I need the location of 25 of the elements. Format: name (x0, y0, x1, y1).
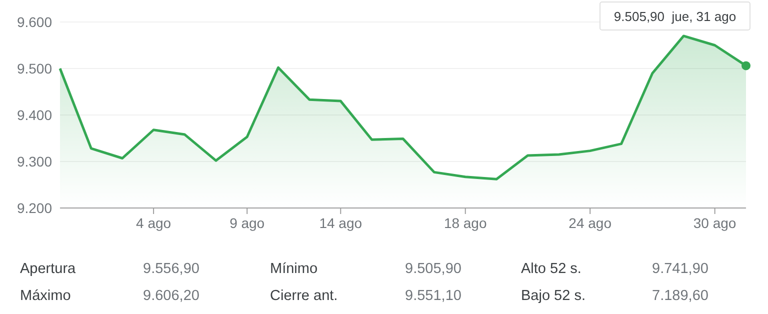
x-tick-label: 14 ago (319, 215, 362, 231)
text: 9.606,20 (143, 288, 200, 304)
y-tick-label: 9.400 (16, 106, 52, 123)
y-tick-label: 9.200 (16, 200, 52, 216)
x-tick-label: 9 ago (230, 215, 265, 231)
text: Alto 52 s. (521, 261, 582, 277)
x-tick-label: 18 ago (444, 215, 487, 231)
text: 9.551,10 (405, 288, 462, 304)
text: Máximo (20, 288, 71, 304)
x-tick-label: 24 ago (568, 215, 612, 231)
text: 7.189,60 (652, 288, 708, 304)
text: 9.741,90 (652, 261, 708, 277)
y-tick-label: 9.600 (16, 14, 52, 30)
text: Apertura (20, 261, 77, 277)
text: 9.505,90 (405, 261, 462, 277)
annotation: 9.505,90 jue, 31 ago (614, 9, 736, 24)
x-tick-label: 4 ago (136, 215, 172, 231)
text: Bajo 52 s. (521, 288, 586, 304)
tooltip: 9.505,90 jue, 31 ago (600, 2, 750, 30)
text: 9.556,90 (143, 261, 200, 277)
y-tick-label: 9.300 (16, 153, 52, 170)
y-tick-label: 9.500 (16, 60, 52, 76)
x-tick-label: 30 ago (693, 215, 736, 231)
text: Cierre ant. (270, 288, 338, 304)
text: Mínimo (270, 261, 318, 277)
